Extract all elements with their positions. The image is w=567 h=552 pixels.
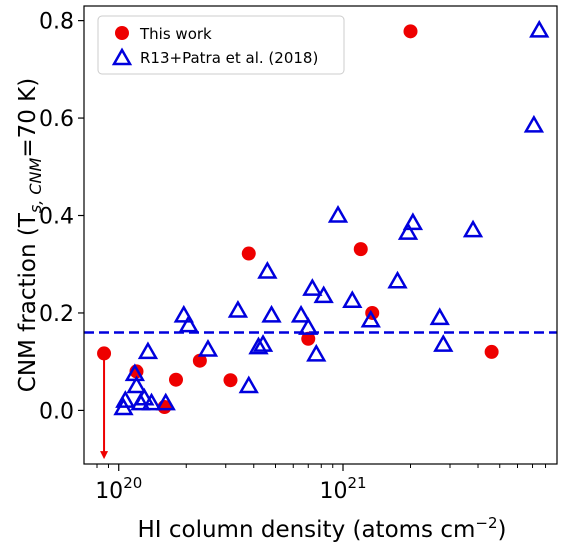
point-this-work bbox=[301, 331, 316, 346]
point-r13-patra bbox=[302, 278, 323, 296]
point-r13-patra bbox=[529, 19, 550, 38]
point-r13-patra bbox=[523, 114, 545, 133]
point-r13-patra bbox=[462, 219, 484, 238]
legend: This work R13+Patra et al. (2018) bbox=[97, 15, 345, 75]
point-this-work bbox=[484, 344, 499, 359]
point-r13-patra bbox=[178, 314, 199, 333]
point-this-work bbox=[192, 353, 207, 368]
upper-limit-arrow-head bbox=[100, 451, 109, 460]
point-r13-patra bbox=[342, 290, 363, 309]
point-this-work bbox=[97, 346, 112, 361]
point-r13-patra bbox=[290, 304, 312, 323]
legend-label-this-work: This work bbox=[139, 25, 212, 43]
point-r13-patra bbox=[261, 304, 282, 323]
x-tick-label: 1021 bbox=[319, 474, 366, 504]
legend-box bbox=[97, 15, 345, 75]
point-r13-patra bbox=[134, 387, 155, 406]
point-r13-patra bbox=[238, 375, 259, 394]
point-r13-patra bbox=[257, 261, 278, 279]
point-r13-patra bbox=[252, 334, 274, 352]
point-r13-patra bbox=[141, 392, 162, 411]
y-tick-label: 0.8 bbox=[39, 10, 74, 35]
point-r13-patra bbox=[387, 270, 408, 289]
point-r13-patra bbox=[137, 341, 159, 360]
point-r13-patra bbox=[155, 392, 176, 411]
point-r13-patra bbox=[173, 304, 194, 323]
marks-layer bbox=[84, 19, 557, 460]
point-r13-patra bbox=[306, 343, 327, 362]
point-r13-patra bbox=[397, 222, 419, 240]
point-r13-patra bbox=[327, 204, 349, 223]
point-r13-patra bbox=[298, 317, 319, 335]
point-r13-patra bbox=[433, 334, 454, 352]
point-r13-patra bbox=[402, 212, 424, 231]
plot-frame bbox=[83, 5, 558, 465]
legend-marker-this-work bbox=[115, 26, 129, 40]
point-this-work bbox=[241, 246, 256, 261]
point-this-work bbox=[168, 372, 183, 387]
point-r13-patra bbox=[227, 300, 249, 318]
y-axis-label: CNM fraction (Ts, CNM=70 K) bbox=[15, 78, 45, 392]
x-tick-label: 1020 bbox=[95, 474, 142, 504]
point-this-work bbox=[223, 373, 238, 388]
point-r13-patra bbox=[126, 375, 147, 394]
y-tick-label: 0.2 bbox=[39, 302, 74, 327]
y-tick-label: 0.6 bbox=[39, 107, 74, 132]
legend-marker-r13-patra bbox=[111, 47, 133, 66]
legend-label-r13-patra: R13+Patra et al. (2018) bbox=[140, 49, 318, 67]
point-r13-patra bbox=[197, 338, 219, 357]
point-r13-patra bbox=[313, 285, 334, 304]
point-r13-patra bbox=[115, 390, 136, 408]
point-r13-patra bbox=[360, 309, 381, 328]
y-tick-label: 0.4 bbox=[39, 205, 74, 230]
x-axis-label: HI column density (atoms cm−2) bbox=[137, 514, 506, 543]
point-this-work bbox=[353, 242, 368, 257]
y-tick-label: 0.0 bbox=[39, 399, 74, 424]
ticks-layer: 0.0 0.2 0.4 0.6 0.8 1020 1021 bbox=[39, 10, 547, 504]
point-r13-patra bbox=[429, 307, 450, 326]
point-r13-patra bbox=[248, 336, 269, 355]
point-this-work bbox=[403, 24, 418, 39]
